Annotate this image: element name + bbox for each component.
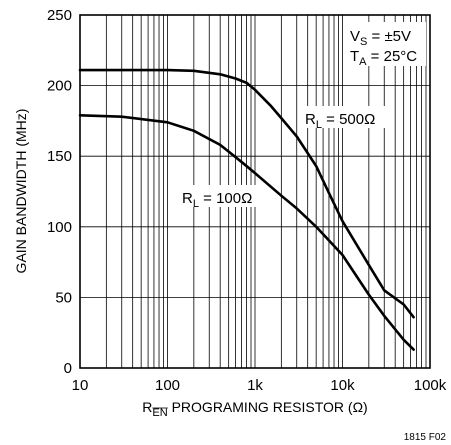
series-line-2 (78, 114, 415, 351)
y-tick-label: 150 (47, 148, 72, 165)
rl500-label-background (303, 106, 389, 128)
figure-id: 1815 F02 (404, 432, 447, 443)
plot-frame (79, 14, 431, 369)
y-tick-label: 50 (55, 289, 72, 306)
y-tick-labels: 0 50 100 150 200 250 (47, 7, 72, 377)
x-tick-label: 10 (72, 377, 89, 394)
x-tick-labels: 10 100 1k 10k 100k (72, 377, 447, 394)
y-axis-label: GAIN BANDWIDTH (MHz) (13, 109, 29, 274)
y-tick-label: 100 (47, 219, 72, 236)
annotation-conditions: VS = ±5V TA = 25°C (344, 22, 426, 68)
x-axis-label: REN PROGRAMING RESISTOR (Ω) (142, 399, 367, 419)
x-tick-label: 100k (414, 377, 447, 394)
rl100-label-background (180, 185, 266, 207)
annotation-rl-100: RL = 100Ω (182, 190, 252, 210)
annotation-ta: TA = 25°C (350, 48, 417, 68)
y-tick-label: 0 (64, 360, 72, 377)
annotation-vs: VS = ±5V (350, 28, 411, 48)
curves (78, 68, 415, 351)
x-tick-label: 10k (330, 377, 355, 394)
annotation-rl-500: RL = 500Ω (305, 111, 375, 131)
x-tick-label: 100 (155, 377, 180, 394)
series-line-1 (78, 68, 415, 319)
conditions-background (344, 22, 426, 66)
y-tick-label: 200 (47, 78, 72, 95)
x-tick-label: 1k (247, 377, 263, 394)
y-tick-label: 250 (47, 7, 72, 24)
